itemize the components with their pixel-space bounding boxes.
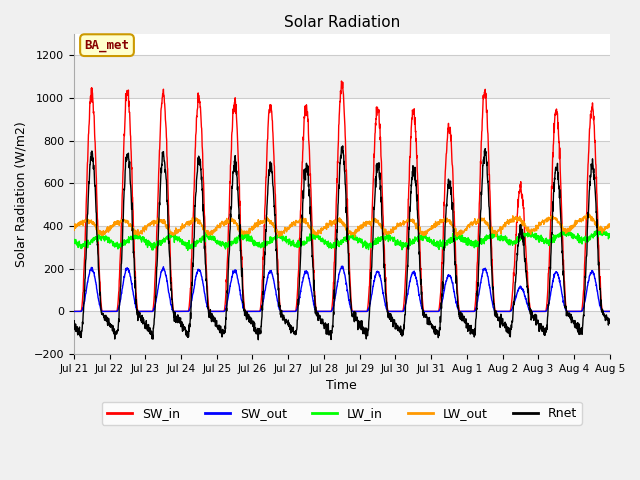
X-axis label: Time: Time <box>326 379 357 392</box>
Bar <box>74 183 610 226</box>
Y-axis label: Solar Radiation (W/m2): Solar Radiation (W/m2) <box>15 121 28 267</box>
Text: BA_met: BA_met <box>84 39 129 52</box>
Bar <box>74 269 610 312</box>
Bar <box>74 226 610 269</box>
Title: Solar Radiation: Solar Radiation <box>284 15 400 30</box>
Bar <box>74 55 610 98</box>
Bar <box>74 312 610 354</box>
Bar <box>74 141 610 183</box>
Legend: SW_in, SW_out, LW_in, LW_out, Rnet: SW_in, SW_out, LW_in, LW_out, Rnet <box>102 402 582 425</box>
Bar <box>74 98 610 141</box>
